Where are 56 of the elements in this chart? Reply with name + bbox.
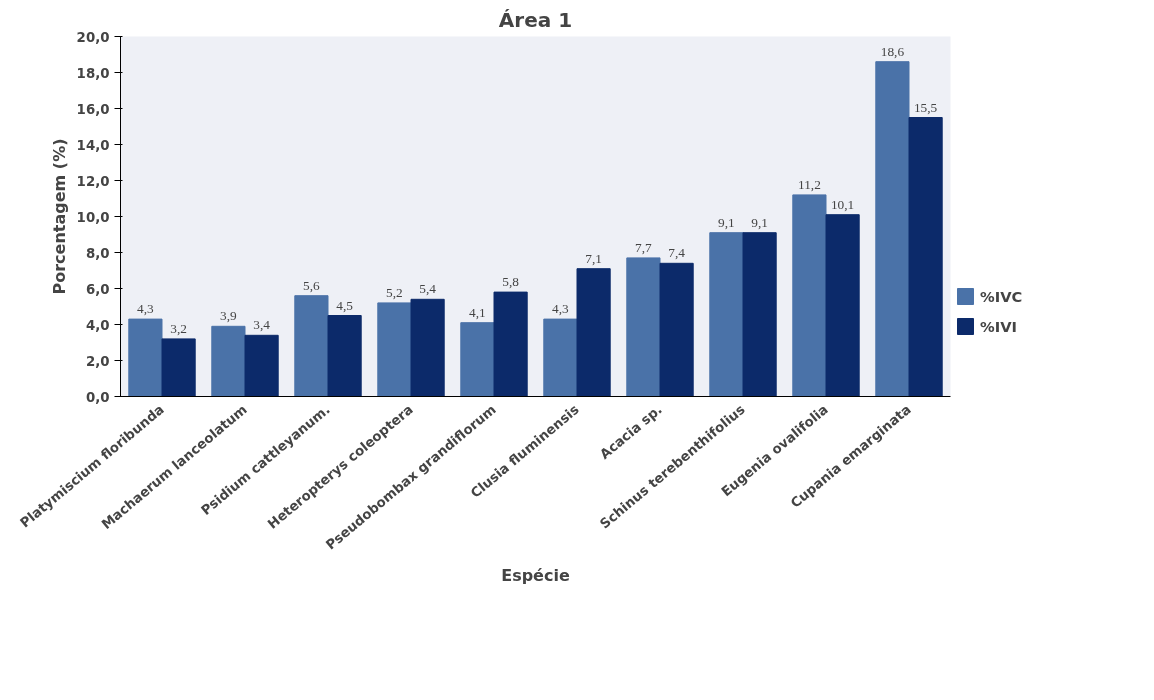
y-tick-label: 2,0 <box>85 353 110 369</box>
bar <box>742 232 777 397</box>
data-label: 7,4 <box>668 245 686 261</box>
y-tick-label: 8,0 <box>85 245 110 261</box>
data-label: 3,2 <box>170 320 187 336</box>
legend-label: %IVI <box>980 317 1017 335</box>
y-tick-label: 16,0 <box>76 101 110 117</box>
y-axis-title: Porcentagem (%) <box>49 138 69 295</box>
bar <box>709 232 744 397</box>
bar <box>211 325 246 397</box>
data-label: 4,5 <box>336 297 354 313</box>
y-tick-label: 6,0 <box>85 281 110 297</box>
data-label: 7,7 <box>635 239 653 255</box>
data-label: 4,3 <box>137 301 155 317</box>
data-label: 4,1 <box>469 304 486 320</box>
data-label: 11,2 <box>797 176 821 192</box>
bar <box>626 257 661 397</box>
data-label: 9,1 <box>718 214 735 230</box>
y-tick-label: 20,0 <box>76 29 110 45</box>
bar <box>908 117 943 397</box>
bar <box>659 262 694 397</box>
data-label: 18,6 <box>880 43 905 59</box>
data-label: 5,2 <box>386 284 403 300</box>
bar <box>128 318 163 397</box>
y-tick-label: 14,0 <box>76 137 110 153</box>
bar <box>792 194 827 397</box>
bar <box>825 214 860 397</box>
y-tick-label: 4,0 <box>85 317 110 333</box>
bar <box>161 338 196 397</box>
bar <box>576 268 611 397</box>
bar <box>410 298 445 397</box>
data-label: 5,4 <box>419 281 437 297</box>
data-label: 10,1 <box>830 196 855 212</box>
bar <box>875 61 910 397</box>
data-label: 15,5 <box>913 99 938 115</box>
x-axis-title: Espécie <box>501 566 570 586</box>
y-tick-label: 18,0 <box>76 65 110 81</box>
bar <box>377 302 412 397</box>
y-tick-label: 0,0 <box>85 389 110 405</box>
data-label: 5,6 <box>303 277 321 293</box>
data-label: 3,9 <box>220 308 238 324</box>
bar <box>543 318 578 397</box>
bar <box>460 322 495 397</box>
data-label: 4,3 <box>552 301 570 317</box>
data-label: 7,1 <box>585 250 602 266</box>
bar <box>244 334 279 397</box>
bar <box>493 291 528 397</box>
bar <box>327 315 362 397</box>
data-label: 5,8 <box>502 274 520 290</box>
chart-title: Área 1 <box>498 7 573 32</box>
data-label: 9,1 <box>751 214 768 230</box>
legend-label: %IVC <box>980 287 1023 305</box>
y-tick-label: 12,0 <box>76 173 110 189</box>
y-tick-label: 10,0 <box>76 209 110 225</box>
data-label: 3,4 <box>253 317 271 333</box>
bar <box>294 295 329 397</box>
